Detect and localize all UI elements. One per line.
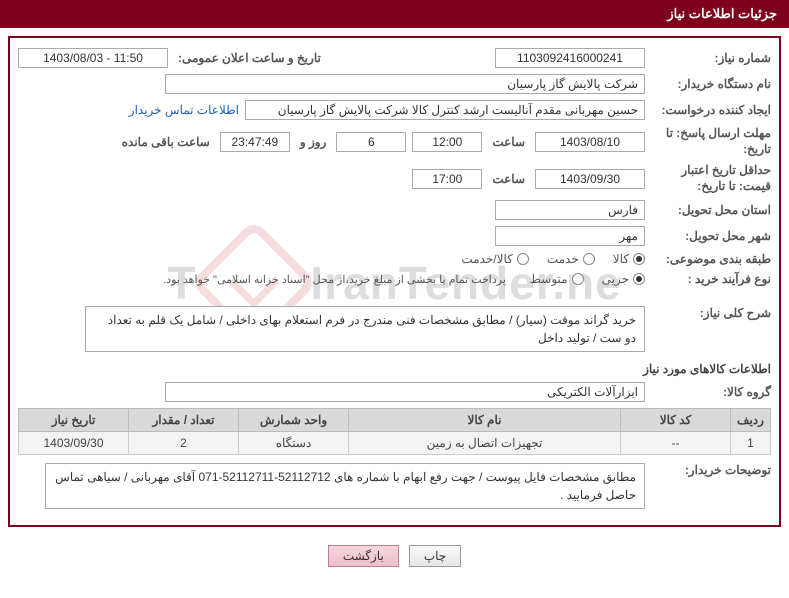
radio-label-goods-service: کالا/خدمت: [461, 252, 512, 266]
page-title-bar: جزئیات اطلاعات نیاز: [0, 0, 789, 28]
row-creator: ایجاد کننده درخواست: حسین مهربانی مقدم آ…: [18, 100, 771, 120]
table-row: 1 -- تجهیزات اتصال به زمین دستگاه 2 1403…: [19, 432, 771, 455]
td-date: 1403/09/30: [19, 432, 129, 455]
radio-item-goods[interactable]: کالا: [613, 252, 645, 266]
label-creator: ایجاد کننده درخواست:: [651, 103, 771, 117]
radio-item-minor[interactable]: جزیی: [602, 272, 645, 286]
radio-label-service: خدمت: [547, 252, 579, 266]
label-time-2: ساعت: [488, 172, 529, 186]
row-buyer-notes: توضیحات خریدار: مطابق مشخصات فایل پیوست …: [18, 463, 771, 509]
th-date: تاریخ نیاز: [19, 409, 129, 432]
radio-icon: [572, 273, 584, 285]
radio-group-subject: کالا خدمت کالا/خدمت: [461, 252, 645, 266]
radio-label-goods: کالا: [613, 252, 629, 266]
page: جزئیات اطلاعات نیاز IranTender.ne T شمار…: [0, 0, 789, 583]
td-unit: دستگاه: [239, 432, 349, 455]
value-goods-group: ابزارآلات الکتریکی: [165, 382, 645, 402]
th-name: نام کالا: [349, 409, 621, 432]
label-announce-datetime: تاریخ و ساعت اعلان عمومی:: [174, 51, 325, 65]
table-header-row: ردیف کد کالا نام کالا واحد شمارش تعداد /…: [19, 409, 771, 432]
label-time-1: ساعت: [488, 135, 529, 149]
radio-item-medium[interactable]: متوسط: [530, 272, 584, 286]
th-unit: واحد شمارش: [239, 409, 349, 432]
label-city: شهر محل تحویل:: [651, 229, 771, 243]
th-code: کد کالا: [621, 409, 731, 432]
td-idx: 1: [731, 432, 771, 455]
value-creator: حسین مهربانی مقدم آنالیست ارشد کنترل کال…: [245, 100, 645, 120]
items-table: ردیف کد کالا نام کالا واحد شمارش تعداد /…: [18, 408, 771, 455]
td-qty: 2: [129, 432, 239, 455]
radio-icon: [517, 253, 529, 265]
purchase-note: پرداخت تمام یا بخشی از مبلغ خرید،از محل …: [163, 273, 506, 286]
row-subject-class: طبقه بندی موضوعی: کالا خدمت کالا/خدمت: [18, 252, 771, 266]
label-deadline: مهلت ارسال پاسخ: تا تاریخ:: [651, 126, 771, 157]
radio-item-service[interactable]: خدمت: [547, 252, 595, 266]
radio-group-purchase: جزیی متوسط: [530, 272, 645, 286]
row-goods-group: گروه کالا: ابزارآلات الکتریکی: [18, 382, 771, 402]
back-button[interactable]: بازگشت: [328, 545, 399, 567]
value-buyer-notes: مطابق مشخصات فایل پیوست / جهت رفع ابهام …: [45, 463, 645, 509]
row-general-desc: شرح کلی نیاز: خرید گراند موقت (سیار) / م…: [18, 306, 771, 352]
row-min-validity: حداقل تاریخ اعتبار قیمت: تا تاریخ: 1403/…: [18, 163, 771, 194]
value-city: مهر: [495, 226, 645, 246]
value-general-desc: خرید گراند موقت (سیار) / مطابق مشخصات فن…: [85, 306, 645, 352]
radio-label-minor: جزیی: [602, 272, 629, 286]
section-title-items: اطلاعات کالاهای مورد نیاز: [18, 362, 771, 376]
th-qty: تعداد / مقدار: [129, 409, 239, 432]
row-province: استان محل تحویل: فارس: [18, 200, 771, 220]
value-deadline-date: 1403/08/10: [535, 132, 645, 152]
label-request-number: شماره نیاز:: [651, 51, 771, 65]
radio-item-goods-service[interactable]: کالا/خدمت: [461, 252, 528, 266]
label-remaining: ساعت باقی مانده: [118, 135, 214, 149]
radio-icon: [583, 253, 595, 265]
td-name: تجهیزات اتصال به زمین: [349, 432, 621, 455]
row-buyer-org: نام دستگاه خریدار: شرکت پالایش گاز پارسی…: [18, 74, 771, 94]
label-province: استان محل تحویل:: [651, 203, 771, 217]
footer-buttons: چاپ بازگشت: [0, 535, 789, 583]
value-min-validity-date: 1403/09/30: [535, 169, 645, 189]
row-city: شهر محل تحویل: مهر: [18, 226, 771, 246]
radio-label-medium: متوسط: [530, 272, 568, 286]
label-buyer-notes: توضیحات خریدار:: [651, 463, 771, 477]
content-panel: IranTender.ne T شماره نیاز: 110309241600…: [8, 36, 781, 527]
value-announce-datetime: 1403/08/03 - 11:50: [18, 48, 168, 68]
label-buyer-org: نام دستگاه خریدار:: [651, 77, 771, 91]
row-purchase-type: نوع فرآیند خرید : جزیی متوسط پرداخت تمام…: [18, 272, 771, 286]
label-day-and: روز و: [296, 135, 331, 149]
row-request-number: شماره نیاز: 1103092416000241 تاریخ و ساع…: [18, 48, 771, 68]
value-days-remaining: 6: [336, 132, 406, 152]
row-deadline: مهلت ارسال پاسخ: تا تاریخ: 1403/08/10 سا…: [18, 126, 771, 157]
value-countdown: 23:47:49: [220, 132, 290, 152]
page-title: جزئیات اطلاعات نیاز: [667, 6, 777, 21]
print-button[interactable]: چاپ: [409, 545, 461, 567]
link-buyer-contact[interactable]: اطلاعات تماس خریدار: [129, 103, 239, 117]
td-code: --: [621, 432, 731, 455]
label-min-validity: حداقل تاریخ اعتبار قیمت: تا تاریخ:: [651, 163, 771, 194]
th-idx: ردیف: [731, 409, 771, 432]
value-request-number: 1103092416000241: [495, 48, 645, 68]
value-min-validity-time: 17:00: [412, 169, 482, 189]
label-purchase-type: نوع فرآیند خرید :: [651, 272, 771, 286]
value-deadline-time: 12:00: [412, 132, 482, 152]
value-buyer-org: شرکت پالایش گاز پارسیان: [165, 74, 645, 94]
label-goods-group: گروه کالا:: [651, 385, 771, 399]
value-province: فارس: [495, 200, 645, 220]
radio-icon: [633, 253, 645, 265]
radio-icon: [633, 273, 645, 285]
label-general-desc: شرح کلی نیاز:: [651, 306, 771, 320]
label-subject-class: طبقه بندی موضوعی:: [651, 252, 771, 266]
